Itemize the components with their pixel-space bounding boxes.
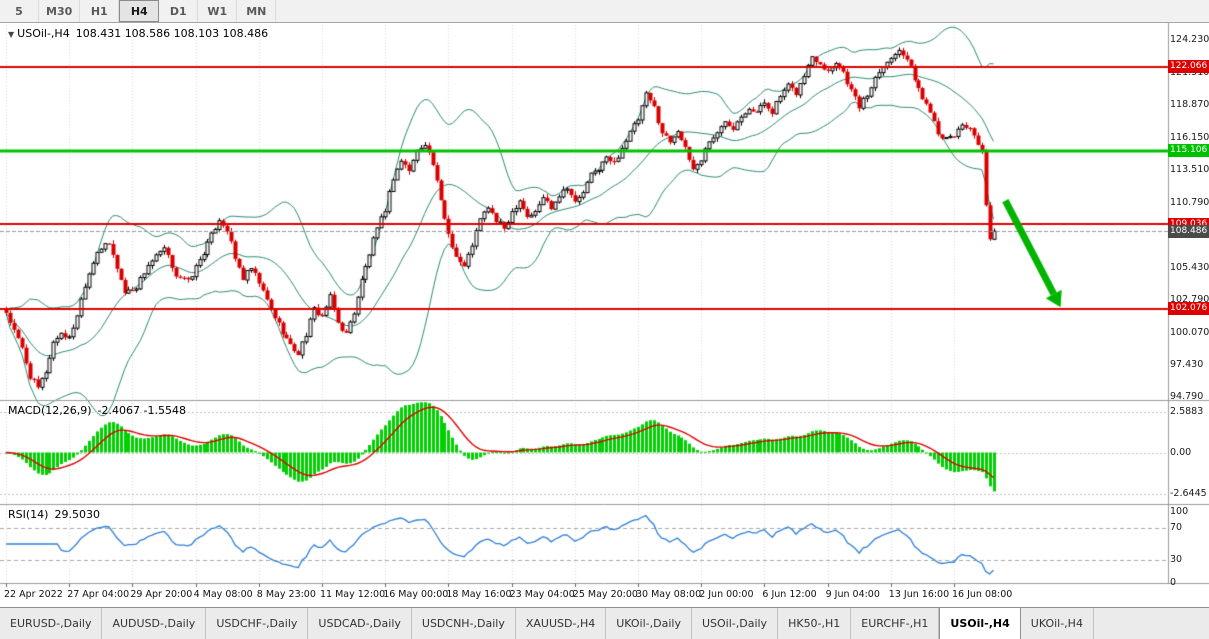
time-axis: 22 Apr 2022 27 Apr 04:00 29 Apr 20:00 4 May… xyxy=(0,589,1168,605)
timeframe-button-w1[interactable]: W1 xyxy=(198,0,238,22)
price-axis-label: 118.870 xyxy=(1170,99,1209,111)
timeframe-button-h1[interactable]: H1 xyxy=(80,0,120,22)
time-axis-label: 4 May 08:00 xyxy=(193,589,253,600)
time-axis-label: 16 May 00:00 xyxy=(383,589,449,600)
time-axis-label: 2 Jun 00:00 xyxy=(699,589,754,600)
price-axis-label: 105.430 xyxy=(1170,262,1209,274)
timeframe-button-5[interactable]: 5 xyxy=(0,0,39,22)
rsi-indicator-value: 29.5030 xyxy=(54,508,100,521)
timeframe-button-mn[interactable]: MN xyxy=(237,0,277,22)
price-axis-label: 110.790 xyxy=(1170,197,1209,209)
macd-axis-label: 2.5883 xyxy=(1170,406,1204,418)
chart-tabs-bar: EURUSD-,Daily AUDUSD-,Daily USDCHF-,Daily U… xyxy=(0,607,1209,639)
macd-label: MACD(12,26,9) -2.4067 -1.5548 xyxy=(8,404,186,417)
rsi-axis-label: 100 xyxy=(1170,506,1189,517)
price-axis-label: 124.230 xyxy=(1170,34,1209,46)
chart-tab-usoil-h4[interactable]: USOil-,H4 xyxy=(939,608,1021,639)
price-axis-label: 113.510 xyxy=(1170,164,1209,176)
price-axis-label: 100.070 xyxy=(1170,327,1209,339)
symbol-marker-icon: ▼ xyxy=(8,30,15,39)
price-axis-label: 116.150 xyxy=(1170,132,1209,144)
time-axis-label: 30 May 08:00 xyxy=(636,589,702,600)
time-axis-label: 22 Apr 2022 xyxy=(4,589,63,600)
time-axis-label: 18 May 16:00 xyxy=(446,589,512,600)
time-axis-label: 29 Apr 20:00 xyxy=(130,589,193,600)
time-axis-label: 16 Jun 08:00 xyxy=(952,589,1013,600)
chart-tab-usdchf-daily[interactable]: USDCHF-,Daily xyxy=(206,608,309,639)
current-price-tag: 108.486 xyxy=(1168,224,1209,238)
macd-axis-label: 0.00 xyxy=(1170,446,1192,458)
time-axis-label: 9 Jun 04:00 xyxy=(825,589,880,600)
chart-tab-eurchf-h1[interactable]: EURCHF-,H1 xyxy=(851,608,940,639)
price-axis-label: 97.430 xyxy=(1170,359,1204,371)
price-axis-label: 94.790 xyxy=(1170,391,1204,403)
ohlc-values: 108.431 108.586 108.103 108.486 xyxy=(75,27,269,40)
chart-tab-audusd-daily[interactable]: AUDUSD-,Daily xyxy=(102,608,207,639)
chart-tab-hk50-h1[interactable]: HK50-,H1 xyxy=(778,608,852,639)
rsi-axis-label: 70 xyxy=(1170,522,1183,534)
timeframe-button-d1[interactable]: D1 xyxy=(159,0,199,22)
macd-indicator-values: -2.4067 -1.5548 xyxy=(97,404,186,417)
chart-tab-usdcad-daily[interactable]: USDCAD-,Daily xyxy=(308,608,412,639)
time-axis-label: 27 Apr 04:00 xyxy=(67,589,130,600)
time-axis-label: 8 May 23:00 xyxy=(256,589,316,600)
chart-tab-xauusd-h4[interactable]: XAUUSD-,H4 xyxy=(515,608,607,639)
rsi-axis-label: 30 xyxy=(1170,553,1183,565)
timeframe-toolbar: 5 M30 H1 H4 D1 W1 MN xyxy=(0,0,1209,23)
timeframe-button-m30[interactable]: M30 xyxy=(39,0,81,22)
chart-tab-eurusd-daily[interactable]: EURUSD-,Daily xyxy=(0,608,103,639)
timeframe-button-h4[interactable]: H4 xyxy=(119,0,160,22)
chart-title: ▼ USOil-,H4 108.431 108.586 108.103 108.48… xyxy=(8,27,268,40)
price-line-tag: 102.076 xyxy=(1168,302,1209,316)
time-axis-label: 6 Jun 12:00 xyxy=(762,589,817,600)
time-axis-label: 25 May 20:00 xyxy=(572,589,638,600)
chart-canvas[interactable] xyxy=(0,0,1209,607)
chart-tab-ukoil-h4[interactable]: UKOil-,H4 xyxy=(1020,608,1094,639)
price-line-tag: 115.106 xyxy=(1168,144,1209,158)
chart-tab-ukoil-daily[interactable]: UKOil-,Daily xyxy=(606,608,692,639)
rsi-axis-label: 0 xyxy=(1170,577,1177,588)
macd-indicator-name: MACD(12,26,9) xyxy=(8,404,92,417)
price-axis: 124.230121.510118.870116.150113.510110.7… xyxy=(1168,0,1209,607)
time-axis-label: 13 Jun 16:00 xyxy=(888,589,950,600)
time-axis-label: 11 May 12:00 xyxy=(320,589,386,600)
time-axis-label: 23 May 04:00 xyxy=(509,589,575,600)
chart-tab-usdcnh-daily[interactable]: USDCNH-,Daily xyxy=(411,608,516,639)
price-line-tag: 122.066 xyxy=(1168,60,1209,74)
rsi-indicator-name: RSI(14) xyxy=(8,508,49,521)
macd-axis-label: -2.6445 xyxy=(1170,487,1207,499)
symbol-name: USOil-,H4 xyxy=(17,27,70,40)
price-axis-label: 102.790 xyxy=(1170,294,1209,306)
chart-tab-usoil-daily[interactable]: USOil-,Daily xyxy=(691,608,779,639)
rsi-label: RSI(14) 29.5030 xyxy=(8,508,100,521)
